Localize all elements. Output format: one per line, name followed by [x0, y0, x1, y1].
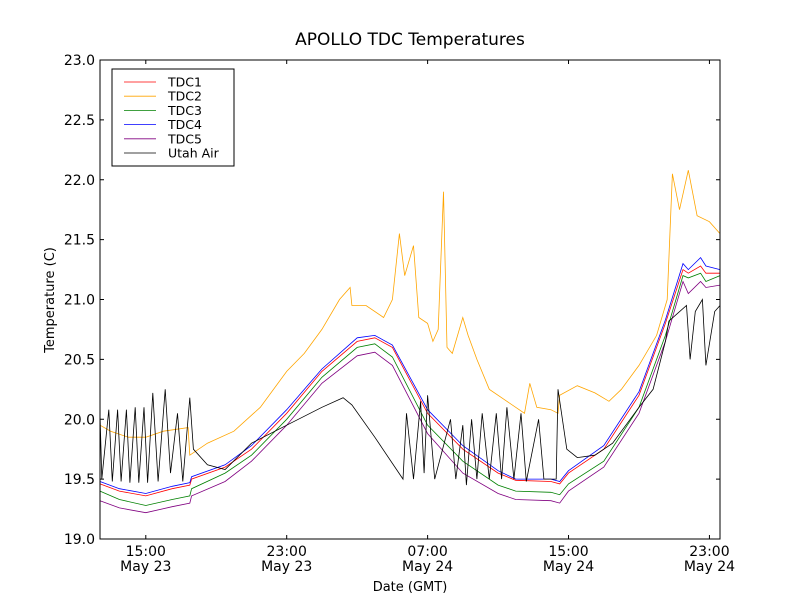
series-line-tdc1 — [99, 265, 720, 497]
series-layer — [99, 170, 721, 514]
y-tick-label: 20.5 — [64, 352, 95, 368]
legend-box — [111, 68, 235, 167]
series-line-utah-air — [99, 298, 721, 486]
legend-label-tdc1: TDC1 — [167, 75, 202, 90]
series-line-tdc2 — [99, 170, 721, 456]
y-tick-label: 21.5 — [64, 233, 95, 249]
y-tick-label: 22.0 — [64, 173, 95, 189]
x-axis-label: Date (GMT) — [373, 580, 448, 595]
y-tick-label: 19.5 — [64, 472, 95, 488]
x-tick-label-time: 07:00 — [407, 544, 447, 560]
x-tick-label-date: May 24 — [684, 559, 735, 575]
legend-label-utah-air: Utah Air — [168, 146, 220, 161]
x-tick-label-date: May 23 — [120, 559, 171, 575]
legend-label-tdc4: TDC4 — [167, 117, 202, 132]
chart-title: APOLLO TDC Temperatures — [295, 30, 525, 50]
x-tick-label-date: May 24 — [543, 559, 594, 575]
y-tick-label: 22.5 — [64, 113, 95, 129]
legend-label-tdc3: TDC3 — [167, 103, 202, 118]
legend-label-tdc5: TDC5 — [167, 131, 202, 146]
y-axis-label: Temperature (C) — [43, 247, 58, 354]
y-tick-label: 23.0 — [64, 53, 95, 69]
x-tick-label-time: 23:00 — [689, 544, 729, 560]
y-tick-label: 19.0 — [64, 532, 95, 548]
series-line-tdc3 — [99, 272, 721, 506]
x-tick-label-time: 23:00 — [267, 544, 307, 560]
legend-label-tdc2: TDC2 — [167, 89, 202, 104]
y-tick-label: 21.0 — [64, 293, 95, 309]
x-tick-label-time: 15:00 — [548, 544, 588, 560]
series-line-tdc4 — [99, 256, 721, 494]
x-tick-label-date: May 24 — [402, 559, 453, 575]
ticks-layer: 19.0 19.5 20.0 20.5 21.0 21.5 22.0 22.5 23.0 15:0… — [64, 53, 735, 575]
y-tick-label: 20.0 — [64, 412, 95, 428]
x-tick-label-date: May 23 — [261, 559, 312, 575]
x-tick-label-time: 15:00 — [126, 544, 166, 560]
series-line-tdc5 — [99, 280, 721, 514]
